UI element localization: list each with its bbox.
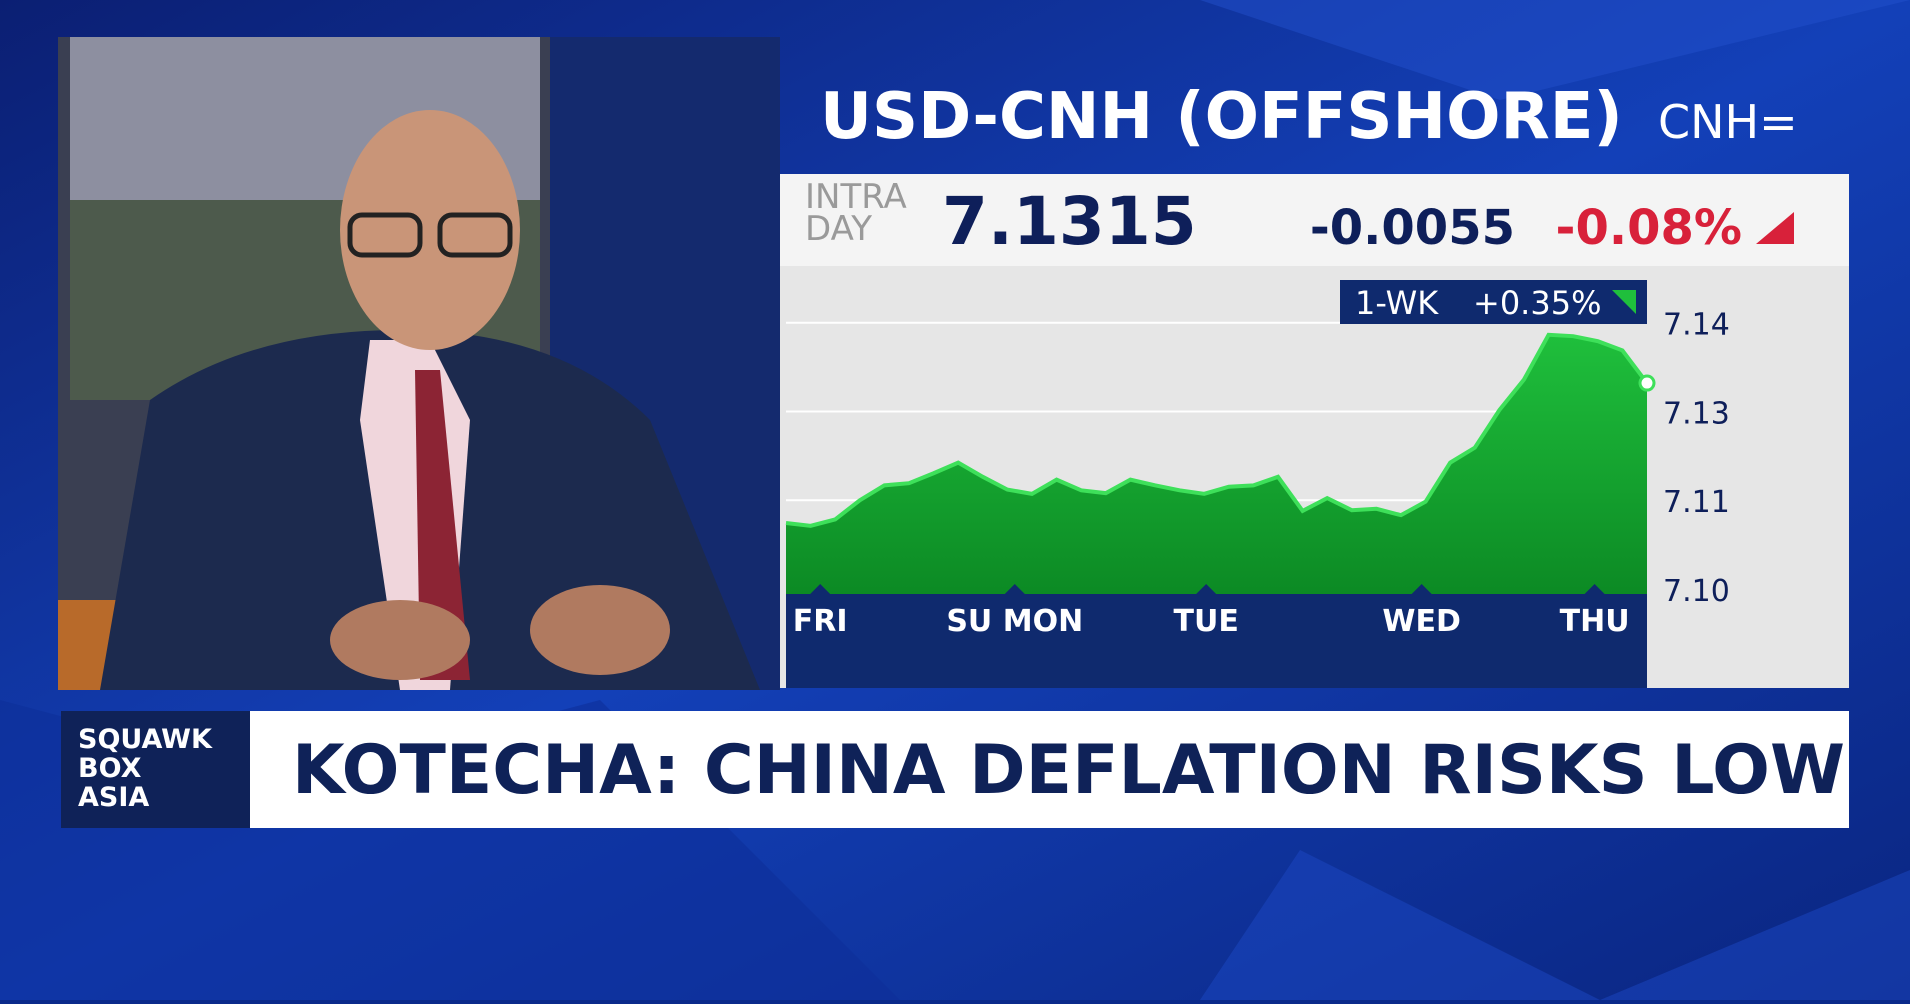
x-tick	[810, 584, 831, 594]
quote-strip	[780, 174, 1849, 266]
x-axis-band	[786, 594, 1647, 688]
y-tick-label: 7.11	[1663, 485, 1730, 520]
up-arrow	[1612, 290, 1636, 314]
plot: 7.10 7.11 7.13 7.14 FRI SU MON TUE WED THU	[785, 308, 1730, 639]
show-name: SQUAWK	[78, 724, 213, 755]
line	[785, 332, 1649, 528]
x-tick-label: TUE	[1174, 604, 1239, 639]
period-change: +0.35%	[1473, 284, 1601, 322]
y-tick-label: 7.14	[1663, 308, 1730, 343]
ticker: CNH=	[1658, 95, 1798, 149]
show-name: BOX	[78, 753, 142, 784]
area	[786, 334, 1647, 594]
chart-title: USD-CNH (OFFSHORE)	[820, 80, 1623, 154]
down-arrow	[1756, 212, 1794, 244]
headline-bar	[250, 711, 1849, 828]
x-tick	[1196, 584, 1217, 594]
x-tick-label: SU MON	[946, 604, 1083, 639]
last-price: 7.1315	[942, 183, 1197, 260]
y-tick-label: 7.13	[1663, 396, 1730, 431]
x-tick	[1584, 584, 1605, 594]
period-box	[1340, 280, 1647, 324]
bg-shape	[1200, 850, 1910, 1000]
price-label: DAY	[805, 209, 872, 249]
bg-shape	[1200, 0, 1910, 100]
y-tick-label: 7.10	[1663, 574, 1730, 609]
x-tick-label: FRI	[793, 604, 848, 639]
video-feed	[58, 37, 780, 690]
x-tick	[1411, 584, 1432, 594]
price-label: INTRA	[805, 177, 907, 217]
change-pct: -0.08%	[1556, 200, 1742, 256]
last-point	[1638, 374, 1656, 392]
x-tick	[1004, 584, 1025, 594]
period: 1-WK	[1355, 284, 1439, 322]
x-tick-label: THU	[1560, 604, 1630, 639]
x-tick-label: WED	[1382, 604, 1461, 639]
change: -0.0055	[1310, 200, 1515, 256]
show-box	[61, 711, 250, 828]
show-name: ASIA	[78, 782, 149, 813]
headline: KOTECHA: CHINA DEFLATION RISKS LOW	[292, 731, 1845, 810]
